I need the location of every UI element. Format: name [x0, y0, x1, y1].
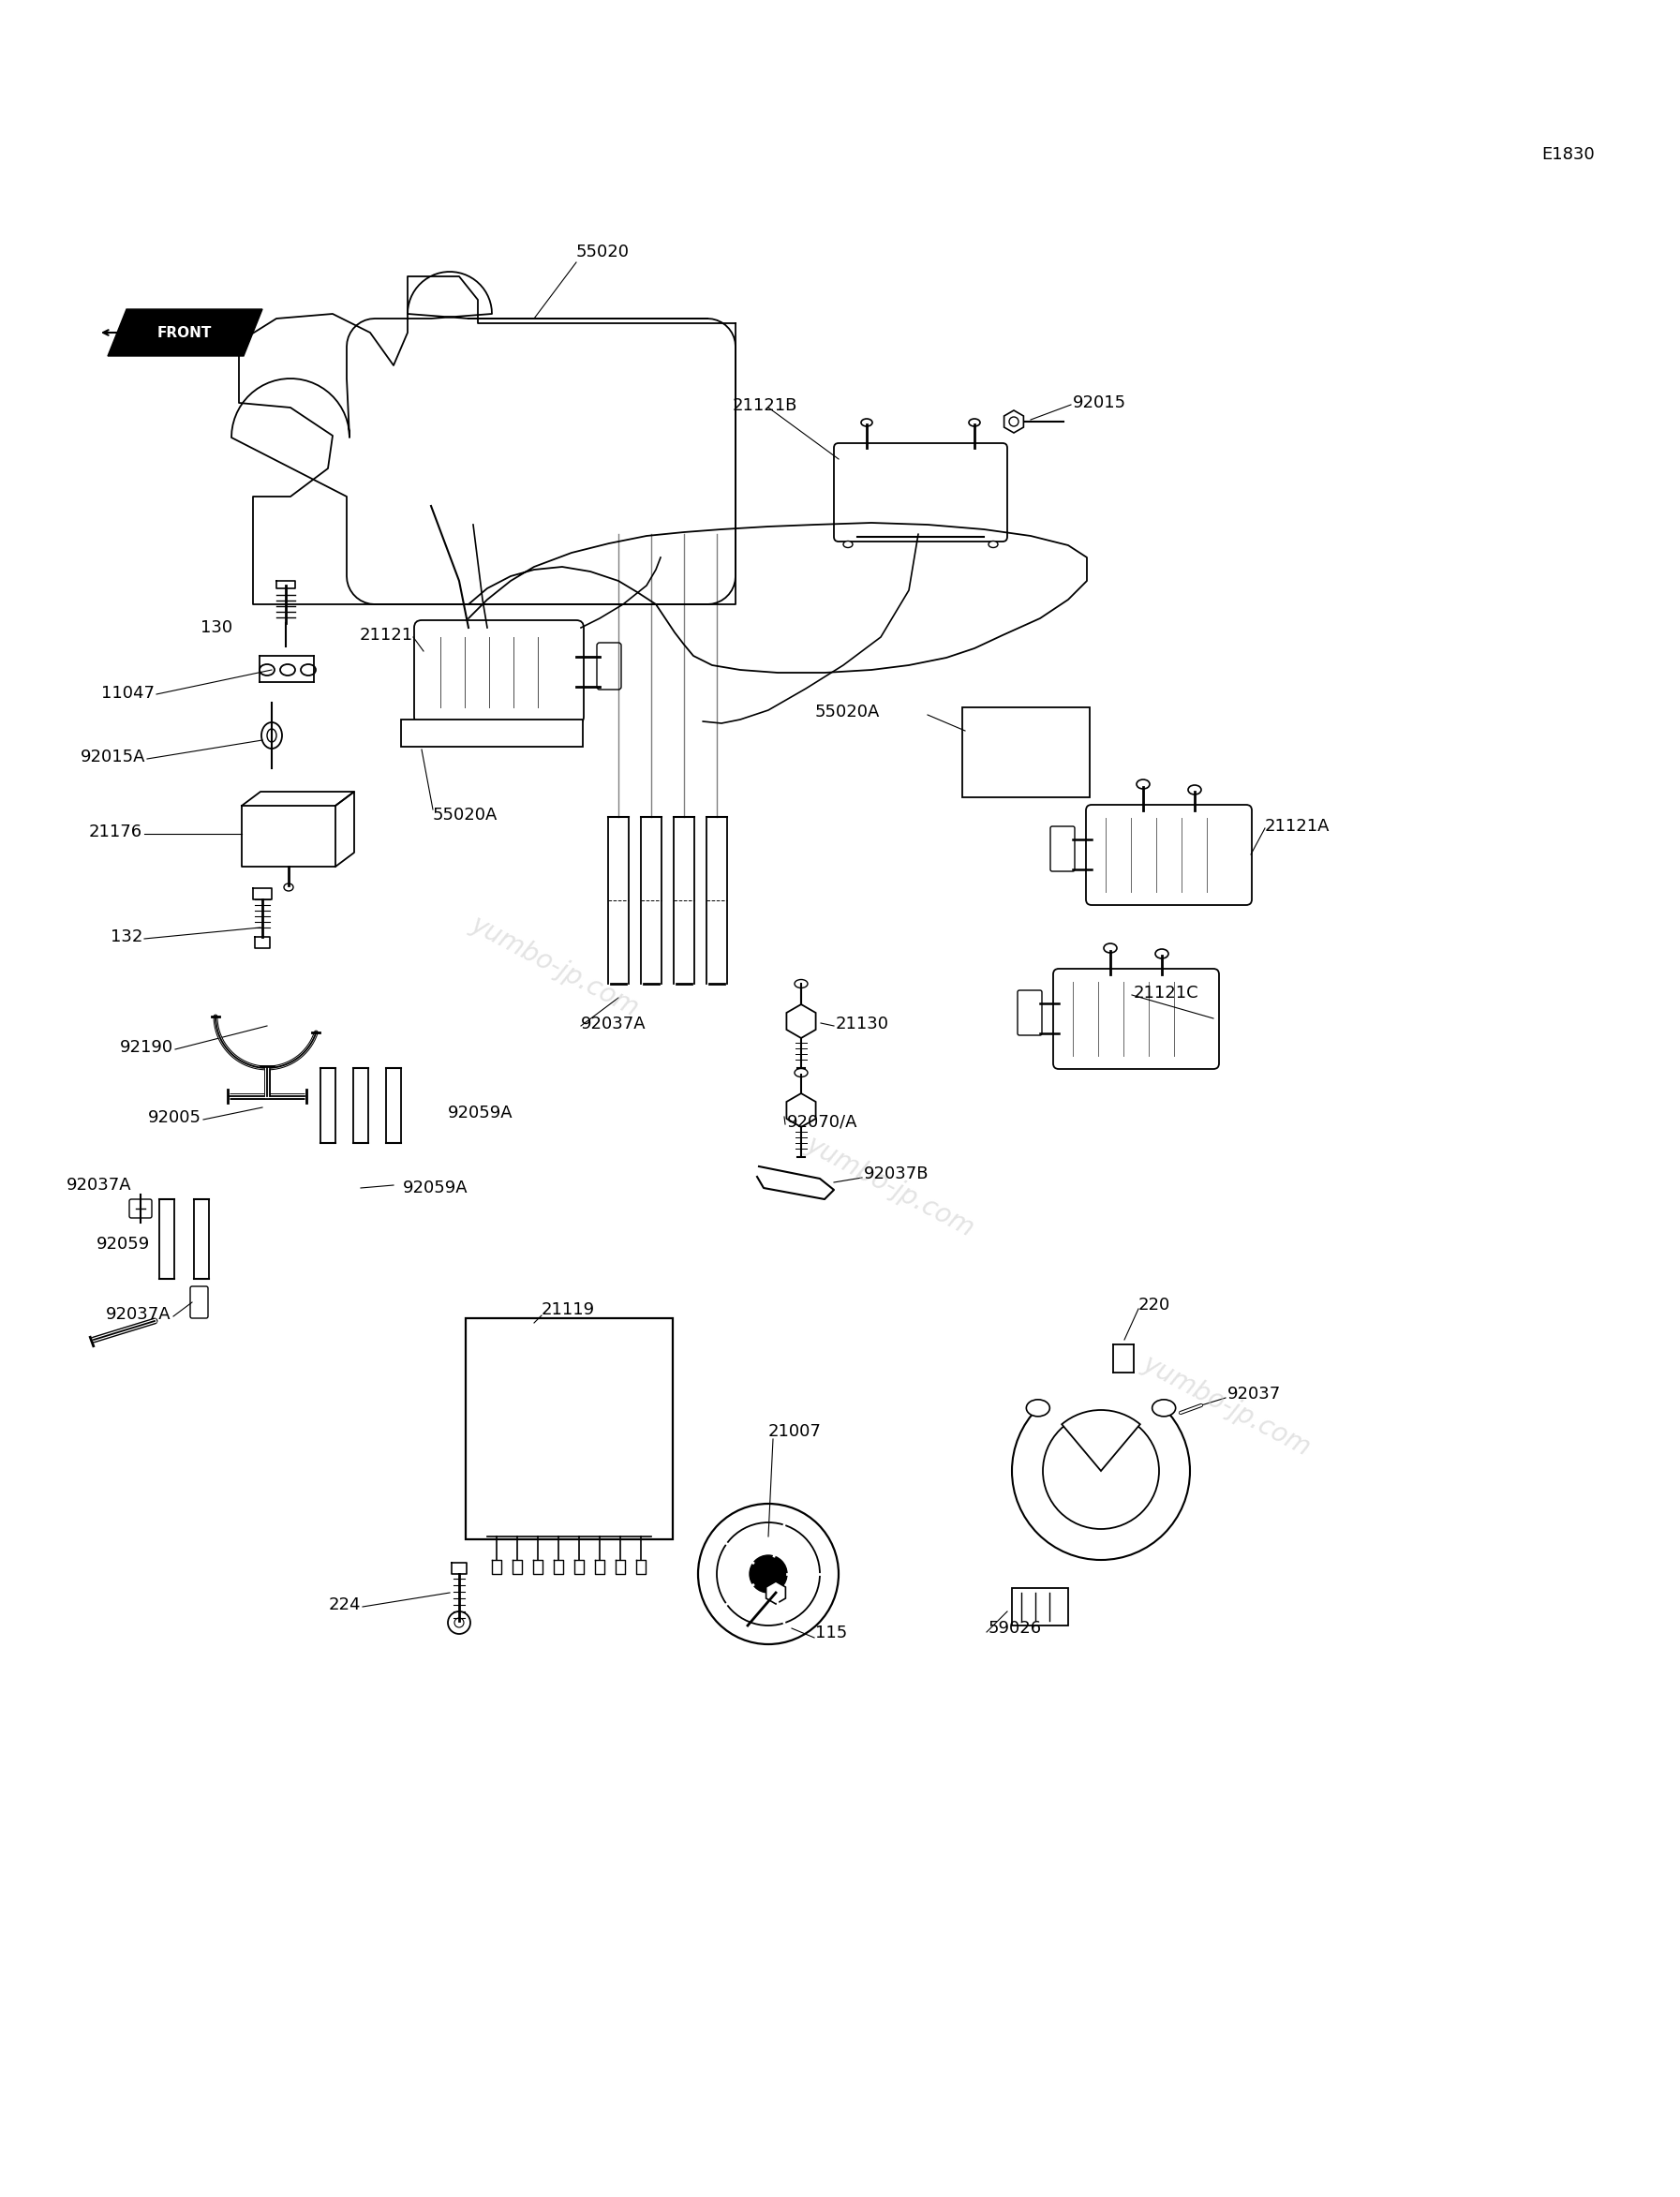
- Text: 92059A: 92059A: [449, 1105, 512, 1120]
- Text: 92037A: 92037A: [106, 1305, 171, 1323]
- Circle shape: [1010, 417, 1018, 426]
- FancyBboxPatch shape: [415, 620, 583, 725]
- Ellipse shape: [259, 663, 274, 674]
- Text: yumbo-jp.com: yumbo-jp.com: [465, 912, 643, 1022]
- Text: 92037A: 92037A: [66, 1178, 131, 1193]
- Text: 55020A: 55020A: [815, 703, 880, 721]
- FancyBboxPatch shape: [1085, 804, 1252, 905]
- Ellipse shape: [1188, 784, 1201, 795]
- Text: 92015A: 92015A: [81, 749, 144, 765]
- Circle shape: [1043, 1413, 1159, 1529]
- Polygon shape: [766, 1582, 786, 1604]
- Circle shape: [699, 1503, 838, 1643]
- Text: 220: 220: [1139, 1296, 1171, 1314]
- Ellipse shape: [1104, 943, 1117, 953]
- Text: 132: 132: [111, 929, 143, 945]
- Text: 59026: 59026: [988, 1619, 1042, 1637]
- Text: yumbo-jp.com: yumbo-jp.com: [801, 1131, 979, 1241]
- Text: 130: 130: [200, 620, 232, 637]
- Text: 11047: 11047: [101, 685, 155, 701]
- Text: 21119: 21119: [541, 1301, 595, 1318]
- Ellipse shape: [1156, 949, 1168, 958]
- FancyBboxPatch shape: [1018, 991, 1042, 1035]
- Circle shape: [717, 1523, 820, 1626]
- Bar: [1011, 1588, 1068, 1626]
- Ellipse shape: [1026, 1399, 1050, 1417]
- Wedge shape: [1040, 1378, 1161, 1472]
- Text: 115: 115: [815, 1624, 847, 1641]
- Ellipse shape: [843, 540, 853, 547]
- FancyBboxPatch shape: [1050, 826, 1075, 872]
- FancyBboxPatch shape: [963, 707, 1090, 798]
- FancyBboxPatch shape: [129, 1200, 151, 1217]
- Ellipse shape: [795, 1068, 808, 1077]
- Ellipse shape: [267, 729, 277, 743]
- Polygon shape: [786, 1094, 816, 1127]
- Text: 92037A: 92037A: [581, 1015, 647, 1033]
- Text: 92070/A: 92070/A: [786, 1114, 858, 1131]
- Circle shape: [749, 1555, 786, 1593]
- Text: 21121B: 21121B: [732, 398, 798, 413]
- Ellipse shape: [1137, 780, 1149, 789]
- Text: 55020: 55020: [576, 244, 630, 261]
- Ellipse shape: [862, 420, 872, 426]
- Text: 92005: 92005: [148, 1109, 202, 1127]
- Ellipse shape: [969, 420, 979, 426]
- FancyBboxPatch shape: [465, 1318, 672, 1540]
- Text: 92037: 92037: [1228, 1386, 1282, 1402]
- FancyBboxPatch shape: [402, 721, 583, 747]
- Circle shape: [449, 1610, 470, 1635]
- Polygon shape: [1005, 411, 1023, 433]
- Ellipse shape: [262, 723, 282, 749]
- Polygon shape: [786, 1004, 816, 1037]
- Ellipse shape: [281, 663, 296, 674]
- Ellipse shape: [795, 980, 808, 989]
- Ellipse shape: [988, 540, 998, 547]
- Text: 55020A: 55020A: [433, 806, 497, 824]
- FancyBboxPatch shape: [596, 644, 622, 690]
- Text: 21121A: 21121A: [1265, 817, 1331, 835]
- Circle shape: [454, 1617, 464, 1628]
- Text: 224: 224: [328, 1597, 361, 1613]
- Text: 92059: 92059: [96, 1235, 150, 1252]
- Text: 92190: 92190: [119, 1039, 173, 1057]
- Wedge shape: [1062, 1410, 1141, 1472]
- Text: 21176: 21176: [89, 824, 143, 841]
- Text: 21121C: 21121C: [1134, 984, 1200, 1002]
- FancyBboxPatch shape: [1053, 969, 1220, 1070]
- FancyBboxPatch shape: [833, 444, 1008, 540]
- Text: E1830: E1830: [1541, 147, 1594, 163]
- Text: 92015: 92015: [1074, 395, 1126, 411]
- Polygon shape: [108, 310, 262, 356]
- FancyBboxPatch shape: [190, 1287, 208, 1318]
- Ellipse shape: [284, 883, 294, 892]
- Text: 21130: 21130: [835, 1015, 889, 1033]
- Text: 92037B: 92037B: [864, 1164, 929, 1182]
- Ellipse shape: [1152, 1399, 1176, 1417]
- Text: 92059A: 92059A: [403, 1180, 469, 1197]
- Text: yumbo-jp.com: yumbo-jp.com: [1137, 1351, 1315, 1461]
- Text: 21121: 21121: [360, 626, 413, 644]
- Text: FRONT: FRONT: [158, 325, 212, 341]
- Circle shape: [1011, 1382, 1189, 1560]
- Ellipse shape: [301, 663, 316, 674]
- Text: 21007: 21007: [768, 1424, 822, 1439]
